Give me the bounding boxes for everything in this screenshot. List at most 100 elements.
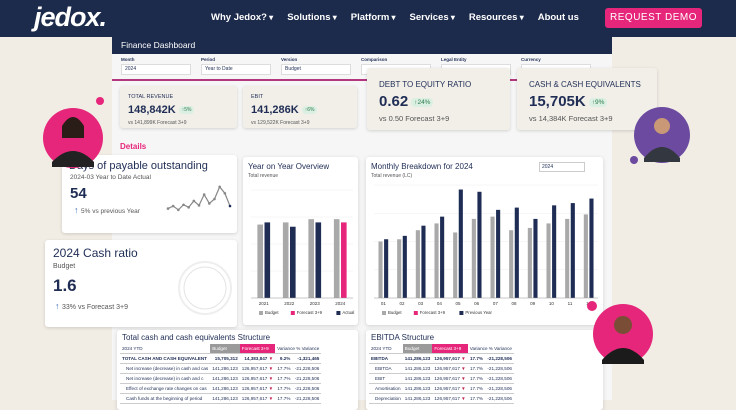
legend-swatch <box>259 311 263 315</box>
dpo-value: 54 <box>70 185 87 202</box>
bar <box>453 232 458 298</box>
chart-subtitle: Total revenue (LC) <box>371 173 413 179</box>
cell: 17.7% <box>467 373 485 384</box>
legend-label: Actual <box>342 310 354 315</box>
kpi-label: EBIT <box>251 94 264 100</box>
x-tick-label: 11 <box>568 301 573 306</box>
cell: 17.7% <box>275 373 293 384</box>
monthly-card: Monthly Breakdown for 2024 Total revenue… <box>366 157 603 325</box>
sparkline-point <box>166 207 170 210</box>
header-cell: 2024 YTD <box>369 344 403 354</box>
cell: 126,957,617 <box>432 383 468 394</box>
filter-value: Budget <box>285 66 301 72</box>
cell: EBITDA <box>369 363 403 374</box>
nav-item[interactable]: Platform <box>351 12 396 23</box>
logo[interactable]: jedox. <box>34 2 107 32</box>
cell: Net increase (decrease) in cash and c <box>120 373 211 384</box>
kpi-change: 9% <box>588 98 608 107</box>
table-title: Total cash and cash equivalents Structur… <box>122 333 271 342</box>
filter-box[interactable]: Year to Date <box>201 64 271 75</box>
x-tick-label: 07 <box>493 301 499 306</box>
x-tick-label: 2022 <box>284 301 295 306</box>
kpi-value: 148,842K <box>128 104 176 116</box>
cell: 9.2% <box>275 353 293 364</box>
cell: 126,957,617 <box>239 373 276 384</box>
sparkline-point <box>223 191 227 195</box>
nav-item[interactable]: About us <box>537 12 579 23</box>
year-select[interactable]: 2024 <box>539 162 585 172</box>
cell: TOTAL CASH AND CASH EQUIVALENT <box>120 353 211 364</box>
table: 2024 YTD Budget Forecast 3+9 Variance % Var… <box>369 344 514 404</box>
cell: -21,228,506 <box>292 373 322 384</box>
cash-ratio-value: 1.6 <box>53 276 77 295</box>
sparkline-point <box>213 197 216 201</box>
chart: 2021 2022 2023 2024 Budget Forecast 3+9 Actual <box>251 189 354 315</box>
chart-subtitle: Total revenue <box>248 173 279 179</box>
kpi-change: 5% <box>178 106 195 114</box>
nav-item[interactable]: Solutions <box>287 12 337 23</box>
x-tick-label: 01 <box>381 301 387 306</box>
cell: Effect of exchange rate changes on cas <box>120 383 211 394</box>
nav-item[interactable]: Resources <box>469 12 524 23</box>
filter-value: Year to Date <box>205 66 233 72</box>
cell: 17.7% <box>467 353 485 364</box>
request-demo-button[interactable]: REQUEST DEMO <box>605 8 702 28</box>
cash-ratio-subtitle: Budget <box>53 263 76 270</box>
filter-box[interactable]: 2024 <box>121 64 191 75</box>
nav-item[interactable]: Services <box>410 12 455 23</box>
kpi-value: 15,705K <box>529 93 586 110</box>
kpi-label: DEBT TO EQUITY RATIO <box>379 80 472 89</box>
bar <box>397 239 402 298</box>
header-row: 2024 YTD Budget Forecast 3+9 Variance % Var… <box>120 344 322 354</box>
bar <box>477 191 482 298</box>
sparkline-point <box>202 193 206 196</box>
cell: -21,228,506 <box>292 393 322 404</box>
filter-label: Legal Entity <box>441 57 467 62</box>
yoy-card: Year on Year Overview Total revenue 2021… <box>243 157 358 325</box>
bar <box>490 216 495 298</box>
legend-label: Previous Year <box>465 310 492 315</box>
sparkline-point <box>192 199 196 203</box>
filter-value: 2024 <box>125 66 137 72</box>
legend-swatch <box>382 311 386 315</box>
cell: Amortisation <box>369 383 403 394</box>
dpo-title: Days of payable outstanding <box>69 160 208 172</box>
row: Cash funds at the beginning of period 141… <box>120 393 322 404</box>
bar <box>257 224 263 298</box>
cash-ratio-card: 2024 Cash ratio Budget 1.6 33% vs Foreca… <box>45 240 237 327</box>
cell: 17.7% <box>467 393 485 404</box>
sparkline-point <box>197 204 201 207</box>
nav-item[interactable]: Why Jedox? <box>211 12 273 23</box>
bar <box>384 239 389 298</box>
chart-title: Monthly Breakdown for 2024 <box>371 162 473 171</box>
bar <box>315 222 322 298</box>
bar <box>527 227 532 298</box>
legend-swatch <box>290 311 295 315</box>
sparkline-point <box>228 204 232 208</box>
filter-box[interactable]: Budget <box>281 64 351 75</box>
cell: Cash funds at the beginning of period <box>120 393 211 404</box>
kpi-change: 24% <box>411 98 434 107</box>
cell: 141,286,123 <box>402 363 433 374</box>
kpi-note: vs 14,384K Forecast 3+9 <box>529 114 613 123</box>
cell: -21,228,506 <box>484 363 514 374</box>
gauge <box>178 261 232 315</box>
cell: -1,321,465 <box>292 353 322 364</box>
bar <box>589 198 594 298</box>
filter-label: Currency <box>521 57 541 62</box>
header-cell: Forecast 3+9 <box>432 344 468 354</box>
bar <box>471 218 476 298</box>
dpo-card: Days of payable outstanding 2024-03 Year… <box>62 155 237 233</box>
sparkline-point <box>208 202 211 205</box>
row: EBITDA141,286,123126,957,61717.7%-21,228… <box>369 353 514 364</box>
bar <box>421 225 426 298</box>
kpi-value: 141,286K <box>251 104 299 116</box>
bar <box>546 223 551 298</box>
x-tick-label: 09 <box>530 301 536 306</box>
header-cell: Budget <box>210 344 240 354</box>
cell: -21,228,506 <box>292 363 322 374</box>
header-cell: Variance % Variance <box>467 344 514 354</box>
kpi-card: DEBT TO EQUITY RATIO 0.6224% vs 0.50 Forec… <box>367 68 510 130</box>
kpi-change: 6% <box>301 106 318 114</box>
x-tick-label: 06 <box>474 301 480 306</box>
